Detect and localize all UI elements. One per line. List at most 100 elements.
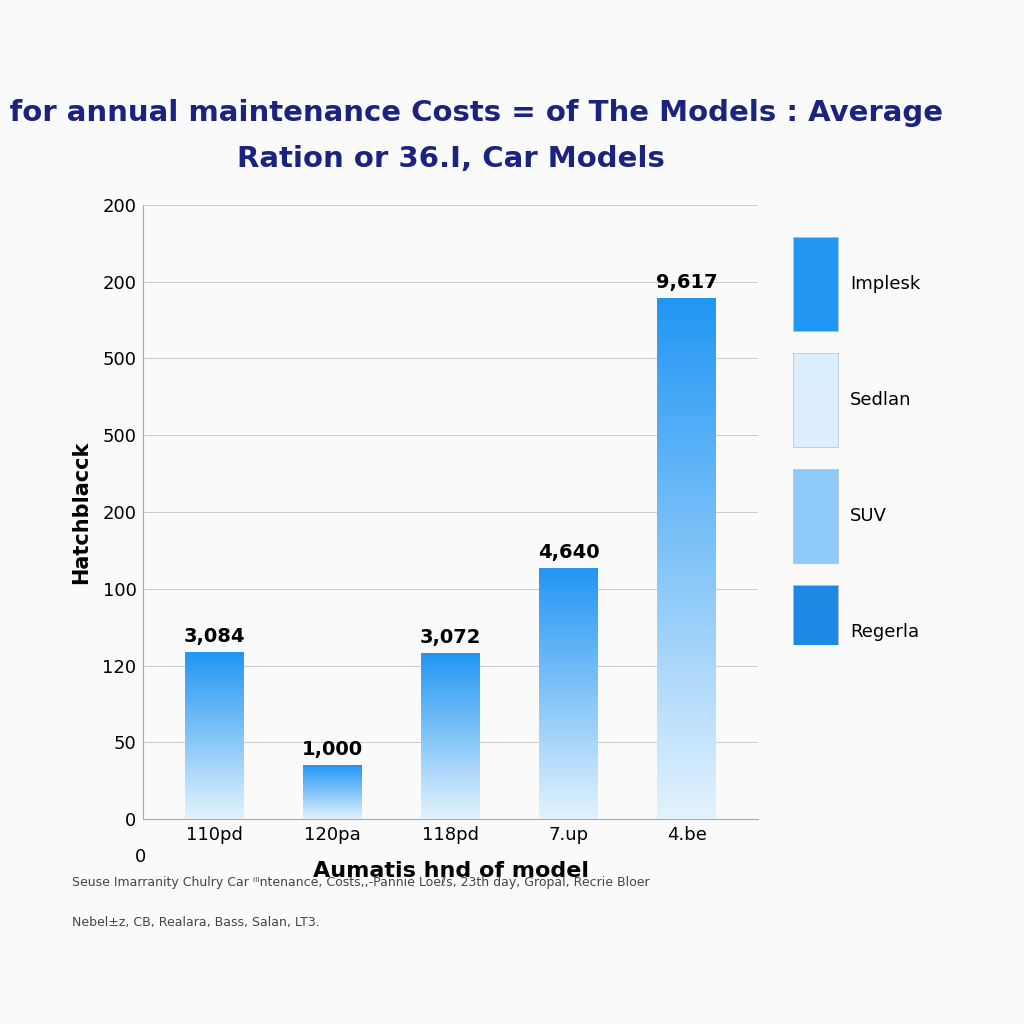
Bar [657,718,717,720]
Bar [540,626,598,627]
Bar [657,441,717,444]
Bar [657,504,717,507]
Bar [540,582,598,583]
Bar [657,551,717,554]
Bar [657,787,717,791]
Bar [540,790,598,791]
Bar [657,556,717,559]
Text: 3,084: 3,084 [183,627,245,646]
Bar [540,573,598,574]
Bar [657,657,717,660]
Bar [657,624,717,627]
Bar [657,782,717,785]
Bar [657,387,717,390]
Text: 3,072: 3,072 [420,628,481,646]
Bar [657,605,717,608]
Bar [657,316,717,319]
Bar [540,751,598,752]
Bar [657,406,717,408]
Bar [657,536,717,538]
Bar [540,583,598,585]
Bar [657,580,717,583]
Bar [657,455,717,458]
Bar [540,638,598,640]
Bar [657,538,717,541]
Bar [657,411,717,413]
Bar [540,740,598,741]
Bar [540,714,598,715]
Bar [540,649,598,651]
Bar [540,620,598,621]
Bar [540,749,598,751]
Bar [657,335,717,338]
Bar [540,763,598,764]
Bar [657,702,717,705]
Bar [540,786,598,787]
Bar [540,791,598,792]
Bar [540,581,598,582]
Bar [540,653,598,654]
Bar [657,676,717,679]
Bar [540,675,598,676]
Bar [657,574,717,578]
FancyBboxPatch shape [793,469,838,563]
Bar [540,784,598,785]
Bar [657,520,717,522]
Bar [540,742,598,743]
Bar [657,546,717,549]
Bar [657,392,717,395]
Bar [657,421,717,424]
Bar [540,723,598,724]
Bar [540,698,598,699]
Bar [540,803,598,804]
Bar [540,658,598,659]
Bar [540,614,598,615]
Bar [540,699,598,701]
Bar [657,616,717,618]
Bar [540,691,598,692]
Bar [540,817,598,818]
Bar [657,400,717,402]
Bar [540,799,598,801]
Bar [540,643,598,644]
Bar [540,690,598,691]
Bar [540,743,598,745]
Bar [540,807,598,808]
Bar [657,325,717,327]
Bar [540,664,598,665]
Bar [540,727,598,729]
Bar [540,637,598,638]
Bar [657,374,717,377]
Bar [657,345,717,348]
Bar [657,450,717,453]
Bar [540,646,598,647]
Bar [540,792,598,793]
Bar [657,686,717,689]
Bar [540,641,598,642]
Bar [540,680,598,681]
Bar [657,762,717,765]
Bar [657,382,717,384]
Bar [657,364,717,367]
Bar [657,637,717,640]
Bar [657,389,717,392]
Bar [540,612,598,613]
Bar [540,605,598,607]
Bar [540,725,598,726]
Bar [540,705,598,707]
Bar [540,682,598,684]
Bar [540,741,598,742]
Bar [540,666,598,668]
Bar [657,541,717,544]
Bar [540,651,598,652]
Bar [540,797,598,798]
Bar [657,532,717,536]
Bar [540,613,598,614]
Bar [657,494,717,497]
Bar [657,713,717,715]
Bar [540,569,598,570]
Bar [657,512,717,515]
Bar [657,413,717,416]
Bar [540,696,598,697]
Bar [540,766,598,768]
